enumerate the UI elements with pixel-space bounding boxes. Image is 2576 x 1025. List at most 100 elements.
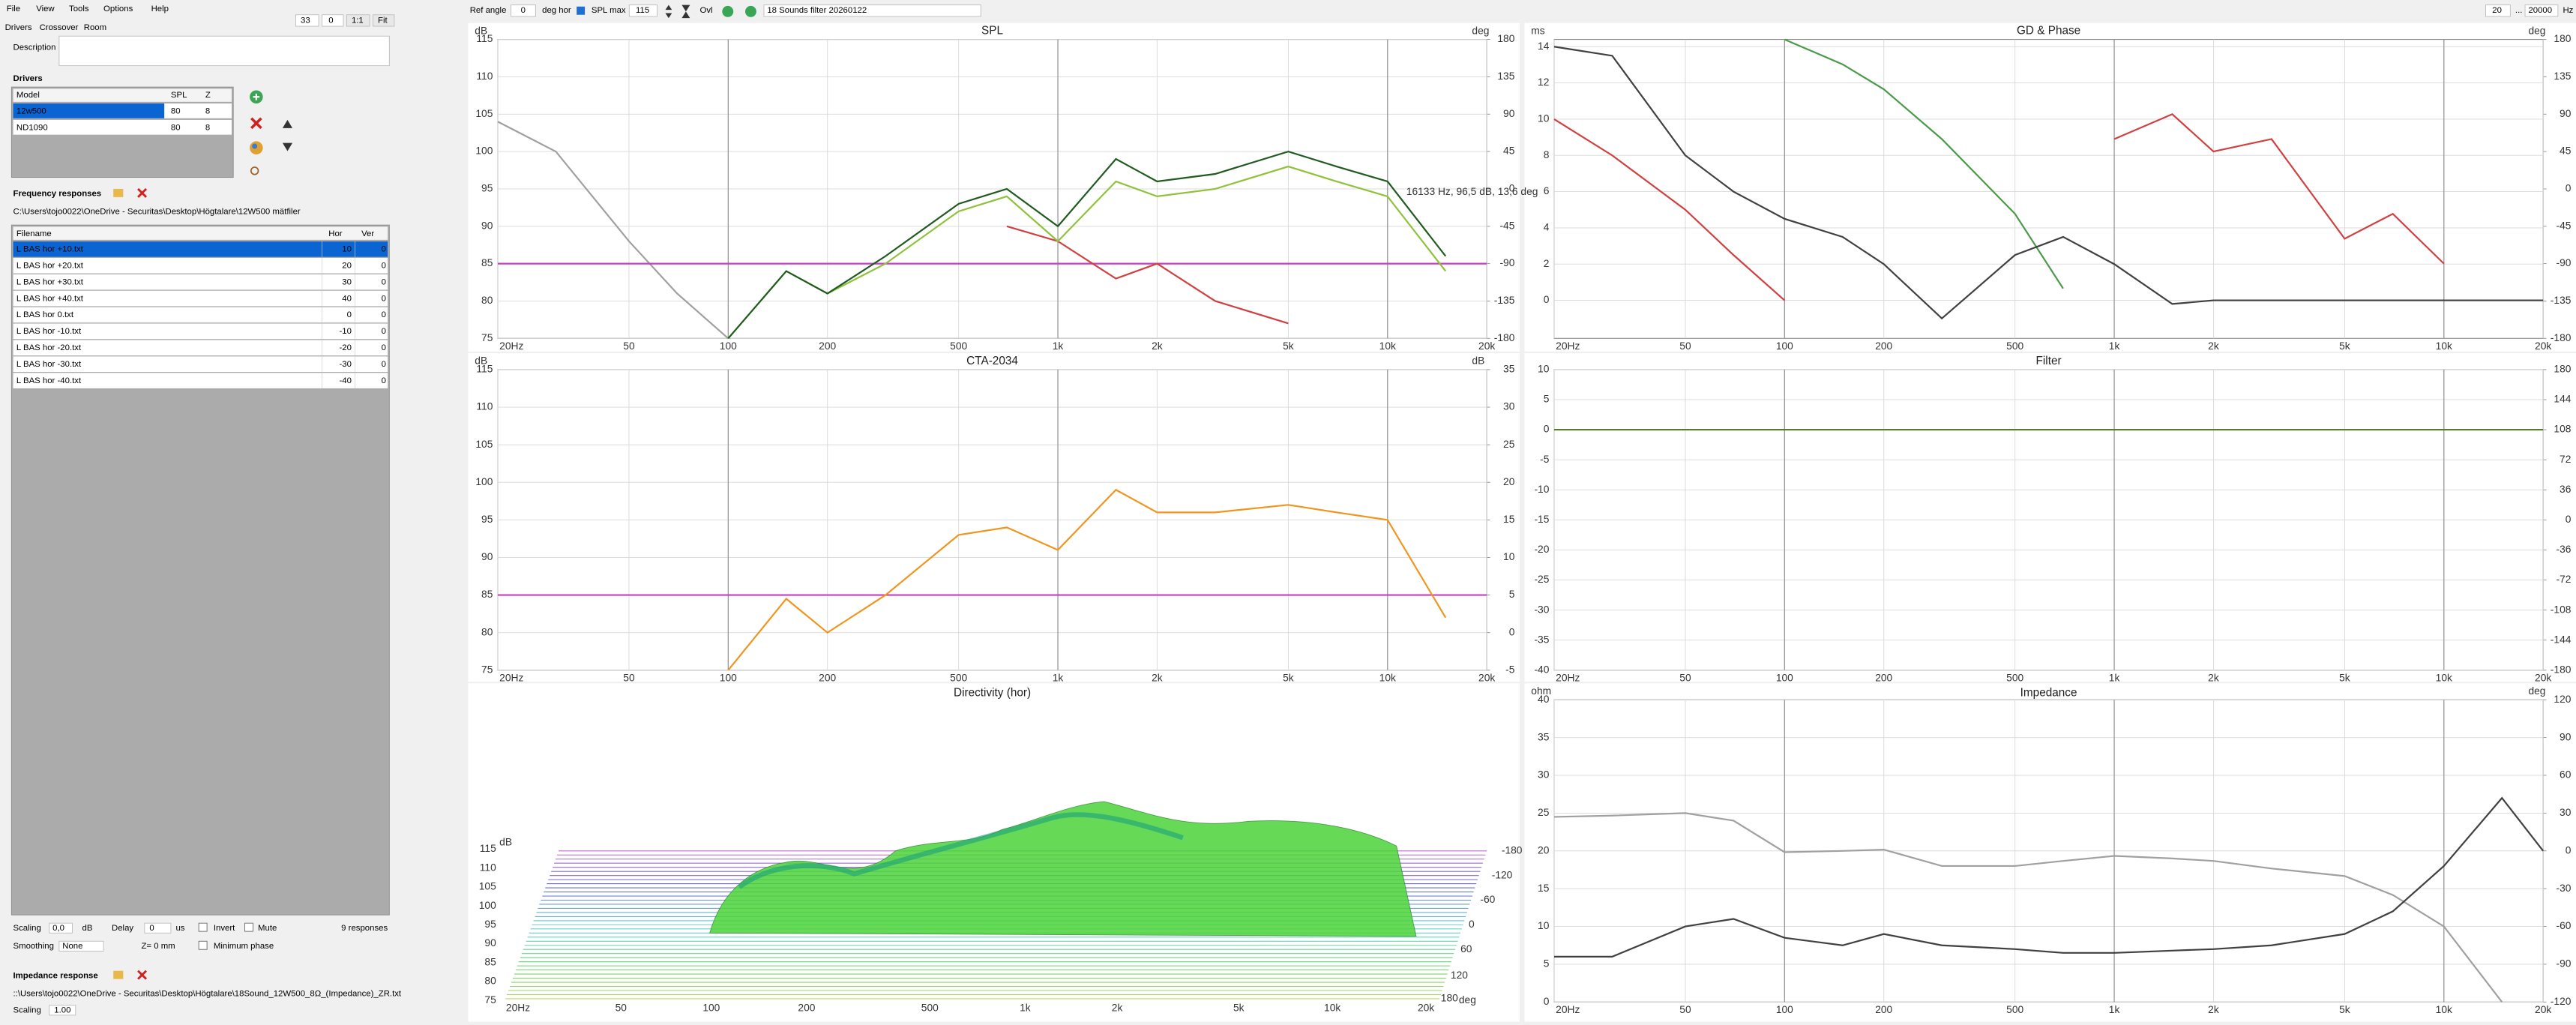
x-tick-label: 5k [2339,1004,2350,1015]
y2-tick-label: 120 [2554,694,2571,705]
offset-input[interactable] [322,14,344,27]
section-title: Frequency responses [13,190,102,199]
x-tick-label: 5k [2339,672,2350,683]
menu-item[interactable]: Tools [69,4,89,13]
file-path: ::\Users\tojo0022\OneDrive - Securitas\D… [13,989,402,998]
x-tick-label: 50 [1679,340,1691,352]
table-row[interactable] [13,373,388,388]
y2-tick-label: 45 [1503,145,1515,157]
tab[interactable]: Drivers [5,23,32,32]
table-row[interactable] [13,307,388,323]
tab[interactable]: Room [84,23,106,32]
y-tick-label: 12 [1538,76,1549,88]
toolbar-offset: 0 [328,16,333,25]
y2-tick-label: -90 [2556,257,2571,268]
description-label: Description [13,43,56,52]
clear-impedance-button[interactable] [137,970,148,980]
add-overlay-button[interactable] [722,5,734,17]
open-impedance-button[interactable] [113,970,124,979]
delay-input[interactable] [144,922,172,934]
table-row[interactable] [13,290,388,307]
fit-button[interactable] [372,14,395,27]
x-tick-label: 500 [2006,672,2023,683]
table-row[interactable] [13,340,388,356]
y2-tick-label: -180 [2551,664,2572,675]
y-tick-label: 80 [484,976,496,987]
cell: 80 [171,107,181,116]
spl-max-input[interactable] [628,4,657,17]
x-tick-label: 10k [2436,340,2452,352]
y-tick-label: 5 [1544,958,1550,970]
setting-delay: 0 [149,924,154,933]
y-tick-label: -25 [1534,574,1549,585]
open-file-button[interactable] [113,188,124,197]
menu-item[interactable]: View [36,4,55,13]
angle-unit: deg [1459,994,1476,1006]
setting-invert: Invert [214,924,235,933]
smoothing-select[interactable] [58,940,104,952]
setting-smoothing-label: Smoothing [13,942,54,951]
spl-spinner[interactable] [665,4,672,19]
x-tick-label: 20k [1418,1003,1434,1014]
table-row[interactable] [13,274,388,290]
unit-label: dB [499,836,512,847]
remove-overlay-button[interactable] [744,5,756,17]
curve [497,121,729,340]
x-tick-label: 1k [2109,672,2120,683]
y-tick-label: 100 [475,476,493,487]
y2-tick-label: -144 [2551,634,2572,645]
x-tick-label: 200 [798,1003,815,1014]
angle-label: 0 [1469,919,1475,930]
table-row[interactable] [13,323,388,340]
tab[interactable]: Crossover [40,23,79,32]
menu-item[interactable]: Options [103,4,133,13]
remove-driver-button[interactable] [250,117,262,130]
zoom-input[interactable] [295,14,319,27]
table-row[interactable] [13,119,232,135]
project-input[interactable] [763,4,981,17]
ratio-button[interactable] [346,14,370,27]
invert-checkbox[interactable] [198,922,208,932]
unit-right: deg [2528,25,2545,36]
x-tick-label: 100 [720,672,737,683]
ref-angle-input[interactable] [511,4,536,17]
plot-title: CTA-2034 [966,355,1018,367]
description-box[interactable] [58,35,390,67]
curve [1553,796,2545,958]
table-row[interactable] [13,356,388,372]
fmax-input[interactable] [2524,4,2559,17]
responses-count: 9 responses [341,924,388,933]
impedance-scaling-input[interactable] [49,1005,76,1016]
mute-checkbox[interactable] [244,922,253,932]
y2-tick-label: -72 [2556,574,2571,585]
spl-max-checkbox[interactable] [577,6,586,15]
cell: 0 [382,245,386,254]
y2-tick-label: 30 [1503,401,1515,412]
clear-button[interactable] [137,187,148,198]
cursor-annotation: 16133 Hz, 96,5 dB, 13,6 deg [1406,186,1538,197]
y2-tick-label: 108 [2554,424,2571,435]
color-icon [252,143,258,149]
table-row[interactable] [13,241,388,257]
y-tick-label: 80 [481,295,493,306]
y2-tick-label: 72 [2560,454,2571,465]
move-down-button[interactable] [282,142,293,151]
curve [727,150,1447,340]
menu-item[interactable]: Help [151,4,169,13]
table-row[interactable] [13,257,388,274]
menu-item[interactable]: File [7,4,20,13]
search-button[interactable] [250,166,259,175]
curve [1553,46,2544,320]
y-tick-label: -5 [1540,454,1550,465]
plot-title: Directivity (hor) [954,687,1031,700]
y-tick-label: 100 [475,145,493,157]
fmin-input[interactable] [2485,4,2511,17]
y-tick-label: 14 [1538,40,1550,52]
min-phase-checkbox[interactable] [198,940,208,950]
move-up-button[interactable] [282,119,293,128]
y-tick-label: 40 [1538,694,1550,705]
y-tick-label: 90 [484,937,496,949]
toolbar-fit: Fit [378,16,388,25]
scaling-input[interactable] [49,922,73,934]
